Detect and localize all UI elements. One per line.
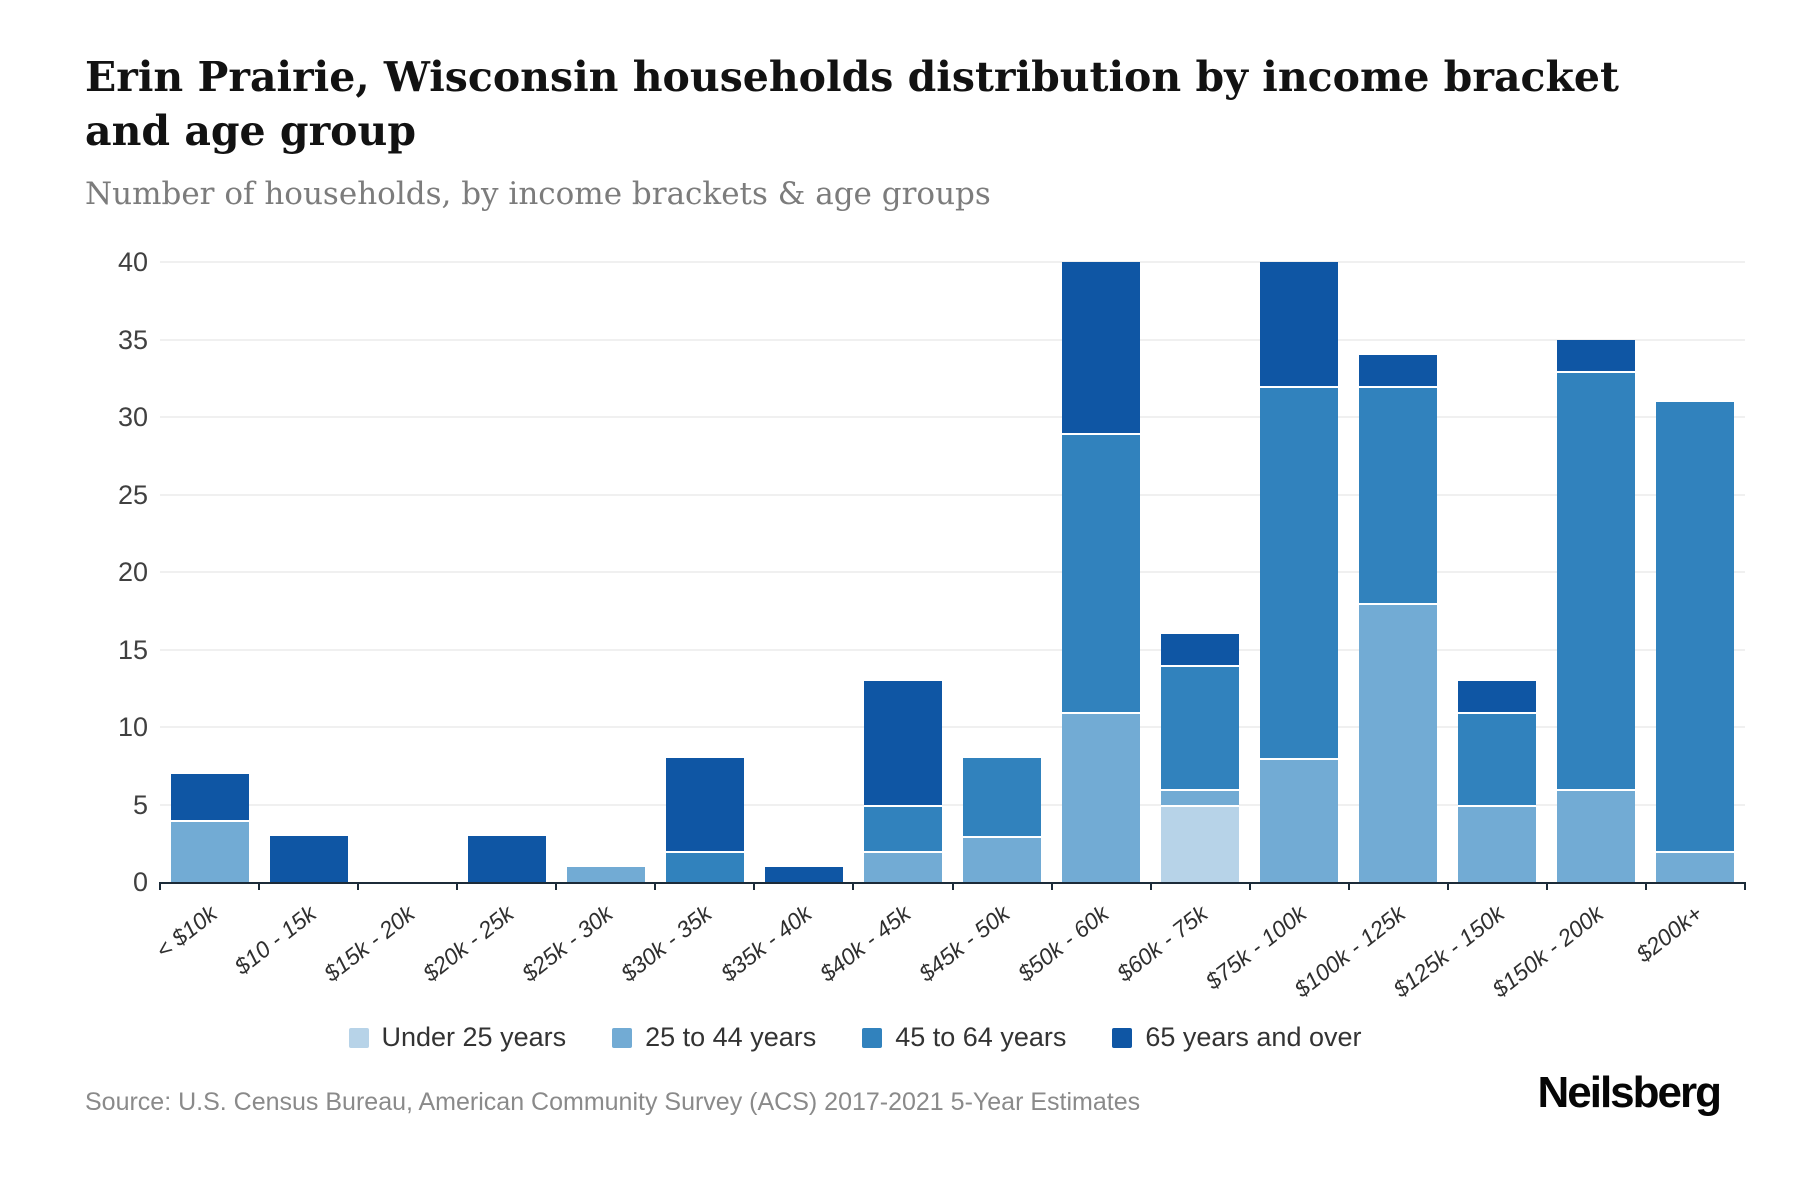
- bar-segment[interactable]: [1557, 370, 1636, 789]
- bar-segment[interactable]: [1062, 711, 1141, 882]
- gridline: [160, 648, 1745, 651]
- axis-tick: [1347, 882, 1350, 890]
- axis-tick: [654, 882, 657, 890]
- legend-label: 25 to 44 years: [645, 1022, 817, 1052]
- bar-segment[interactable]: [1260, 758, 1339, 882]
- bar-segment[interactable]: [1458, 680, 1537, 712]
- x-axis-label: $20k - 25k: [418, 900, 519, 987]
- legend-item[interactable]: 25 to 44 years: [612, 1022, 816, 1053]
- bar-segment[interactable]: [665, 758, 744, 851]
- bar-segment[interactable]: [1359, 355, 1438, 386]
- gridline: [160, 571, 1745, 573]
- y-axis-label: 0: [132, 867, 148, 897]
- bar-segment[interactable]: [1656, 851, 1735, 882]
- axis-tick: [555, 882, 558, 890]
- legend-swatch-icon: [862, 1027, 883, 1048]
- y-axis-label: 20: [117, 557, 148, 587]
- axis-tick: [1149, 882, 1152, 890]
- legend-swatch-icon: [612, 1027, 633, 1048]
- axis-tick: [852, 882, 855, 890]
- bar-segment[interactable]: [1062, 262, 1141, 433]
- axis-tick: [159, 882, 161, 890]
- legend-item[interactable]: 65 years and over: [1112, 1022, 1362, 1053]
- bar-segment[interactable]: [863, 680, 942, 805]
- gridline: [160, 493, 1745, 496]
- x-axis-label: $200k+: [1631, 900, 1708, 968]
- bar-segment[interactable]: [1161, 634, 1240, 665]
- bar-segment[interactable]: [170, 773, 249, 820]
- x-axis-label: < $10k: [150, 900, 222, 964]
- bar-segment[interactable]: [1458, 804, 1537, 882]
- legend-swatch-icon: [1112, 1027, 1133, 1048]
- bar-segment[interactable]: [1161, 665, 1240, 789]
- y-axis-label: 40: [117, 247, 148, 277]
- bar-segment[interactable]: [963, 835, 1042, 882]
- bar-segment[interactable]: [467, 835, 546, 882]
- axis-tick: [258, 882, 261, 890]
- stacked-bar-chart: < $10k $10 - 15k $15k - 20k $20k - 25k $25k …: [0, 247, 1800, 1022]
- bar-segment[interactable]: [269, 835, 348, 882]
- bar-segment[interactable]: [1062, 432, 1141, 712]
- bar-segment[interactable]: [764, 866, 843, 882]
- y-axis-label: 15: [117, 634, 148, 665]
- x-axis-label: $25k - 30k: [517, 900, 618, 987]
- y-axis-label: 25: [117, 479, 148, 510]
- x-axis-label: $40k - 45k: [814, 900, 915, 987]
- bar-segment[interactable]: [1161, 804, 1240, 882]
- bar-segment[interactable]: [1359, 603, 1438, 882]
- legend-item[interactable]: 45 to 64 years: [862, 1022, 1066, 1053]
- axis-tick: [456, 882, 459, 890]
- bar-segment[interactable]: [1260, 262, 1339, 386]
- bar-segment[interactable]: [1656, 401, 1735, 851]
- x-axis-label: $45k - 50k: [913, 900, 1015, 987]
- axis-tick: [951, 882, 954, 890]
- bar-segment[interactable]: [863, 804, 942, 851]
- y-axis-label: 30: [117, 402, 148, 432]
- page-title: Erin Prairie, Wisconsin households distr…: [85, 53, 1619, 156]
- chart-legend: Under 25 years 25 to 44 years 45 to 64 yea…: [0, 1022, 1710, 1053]
- bar-segment[interactable]: [863, 851, 942, 882]
- x-axis-label: $30k - 35k: [616, 900, 717, 987]
- source-note: Source: U.S. Census Bureau, American Com…: [85, 1088, 1141, 1116]
- plot-area: < $10k $10 - 15k $15k - 20k $20k - 25k $25k …: [151, 261, 1746, 1002]
- x-axis-label: $10 - 15k: [229, 900, 321, 980]
- axis-tick: [1644, 882, 1647, 890]
- gridline: [160, 416, 1745, 418]
- legend-item[interactable]: Under 25 years: [348, 1022, 567, 1053]
- legend-label: 65 years and over: [1145, 1022, 1362, 1052]
- y-axis-label: 10: [117, 712, 148, 742]
- page-subtitle: Number of households, by income brackets…: [85, 176, 991, 212]
- x-axis-label: $50k - 60k: [1012, 900, 1114, 987]
- y-axis-label: 5: [132, 789, 148, 820]
- gridline: [160, 726, 1745, 728]
- axis-tick: [1744, 882, 1746, 890]
- axis-tick: [1248, 882, 1251, 890]
- axis-tick: [1545, 882, 1548, 890]
- bar-segment[interactable]: [1557, 339, 1636, 371]
- bar-segment[interactable]: [1557, 789, 1636, 882]
- bar-segment[interactable]: [170, 820, 249, 882]
- neilsberg-logo: Neilsberg: [1537, 1068, 1722, 1117]
- gridline: [160, 261, 1745, 263]
- bar-segment[interactable]: [1260, 386, 1339, 758]
- bar-segment[interactable]: [963, 758, 1042, 836]
- axis-tick: [1050, 882, 1053, 890]
- bar-segment[interactable]: [1458, 711, 1537, 805]
- bar-segment[interactable]: [566, 866, 645, 882]
- x-axis-label: $60k - 75k: [1111, 900, 1213, 987]
- axis-tick: [753, 882, 756, 890]
- bar-segment[interactable]: [1359, 386, 1438, 603]
- axis-tick: [1446, 882, 1449, 890]
- legend-swatch-icon: [348, 1027, 369, 1048]
- bar-segment[interactable]: [1161, 789, 1240, 805]
- legend-label: Under 25 years: [381, 1022, 567, 1052]
- x-axis-label: $15k - 20k: [319, 900, 420, 987]
- gridline: [160, 803, 1745, 806]
- y-axis-label: 35: [117, 324, 148, 355]
- x-axis-label: $35k - 40k: [715, 900, 816, 987]
- bar-segment[interactable]: [665, 851, 744, 882]
- axis-tick: [357, 882, 360, 890]
- gridline: [160, 338, 1745, 341]
- legend-label: 45 to 64 years: [895, 1022, 1067, 1052]
